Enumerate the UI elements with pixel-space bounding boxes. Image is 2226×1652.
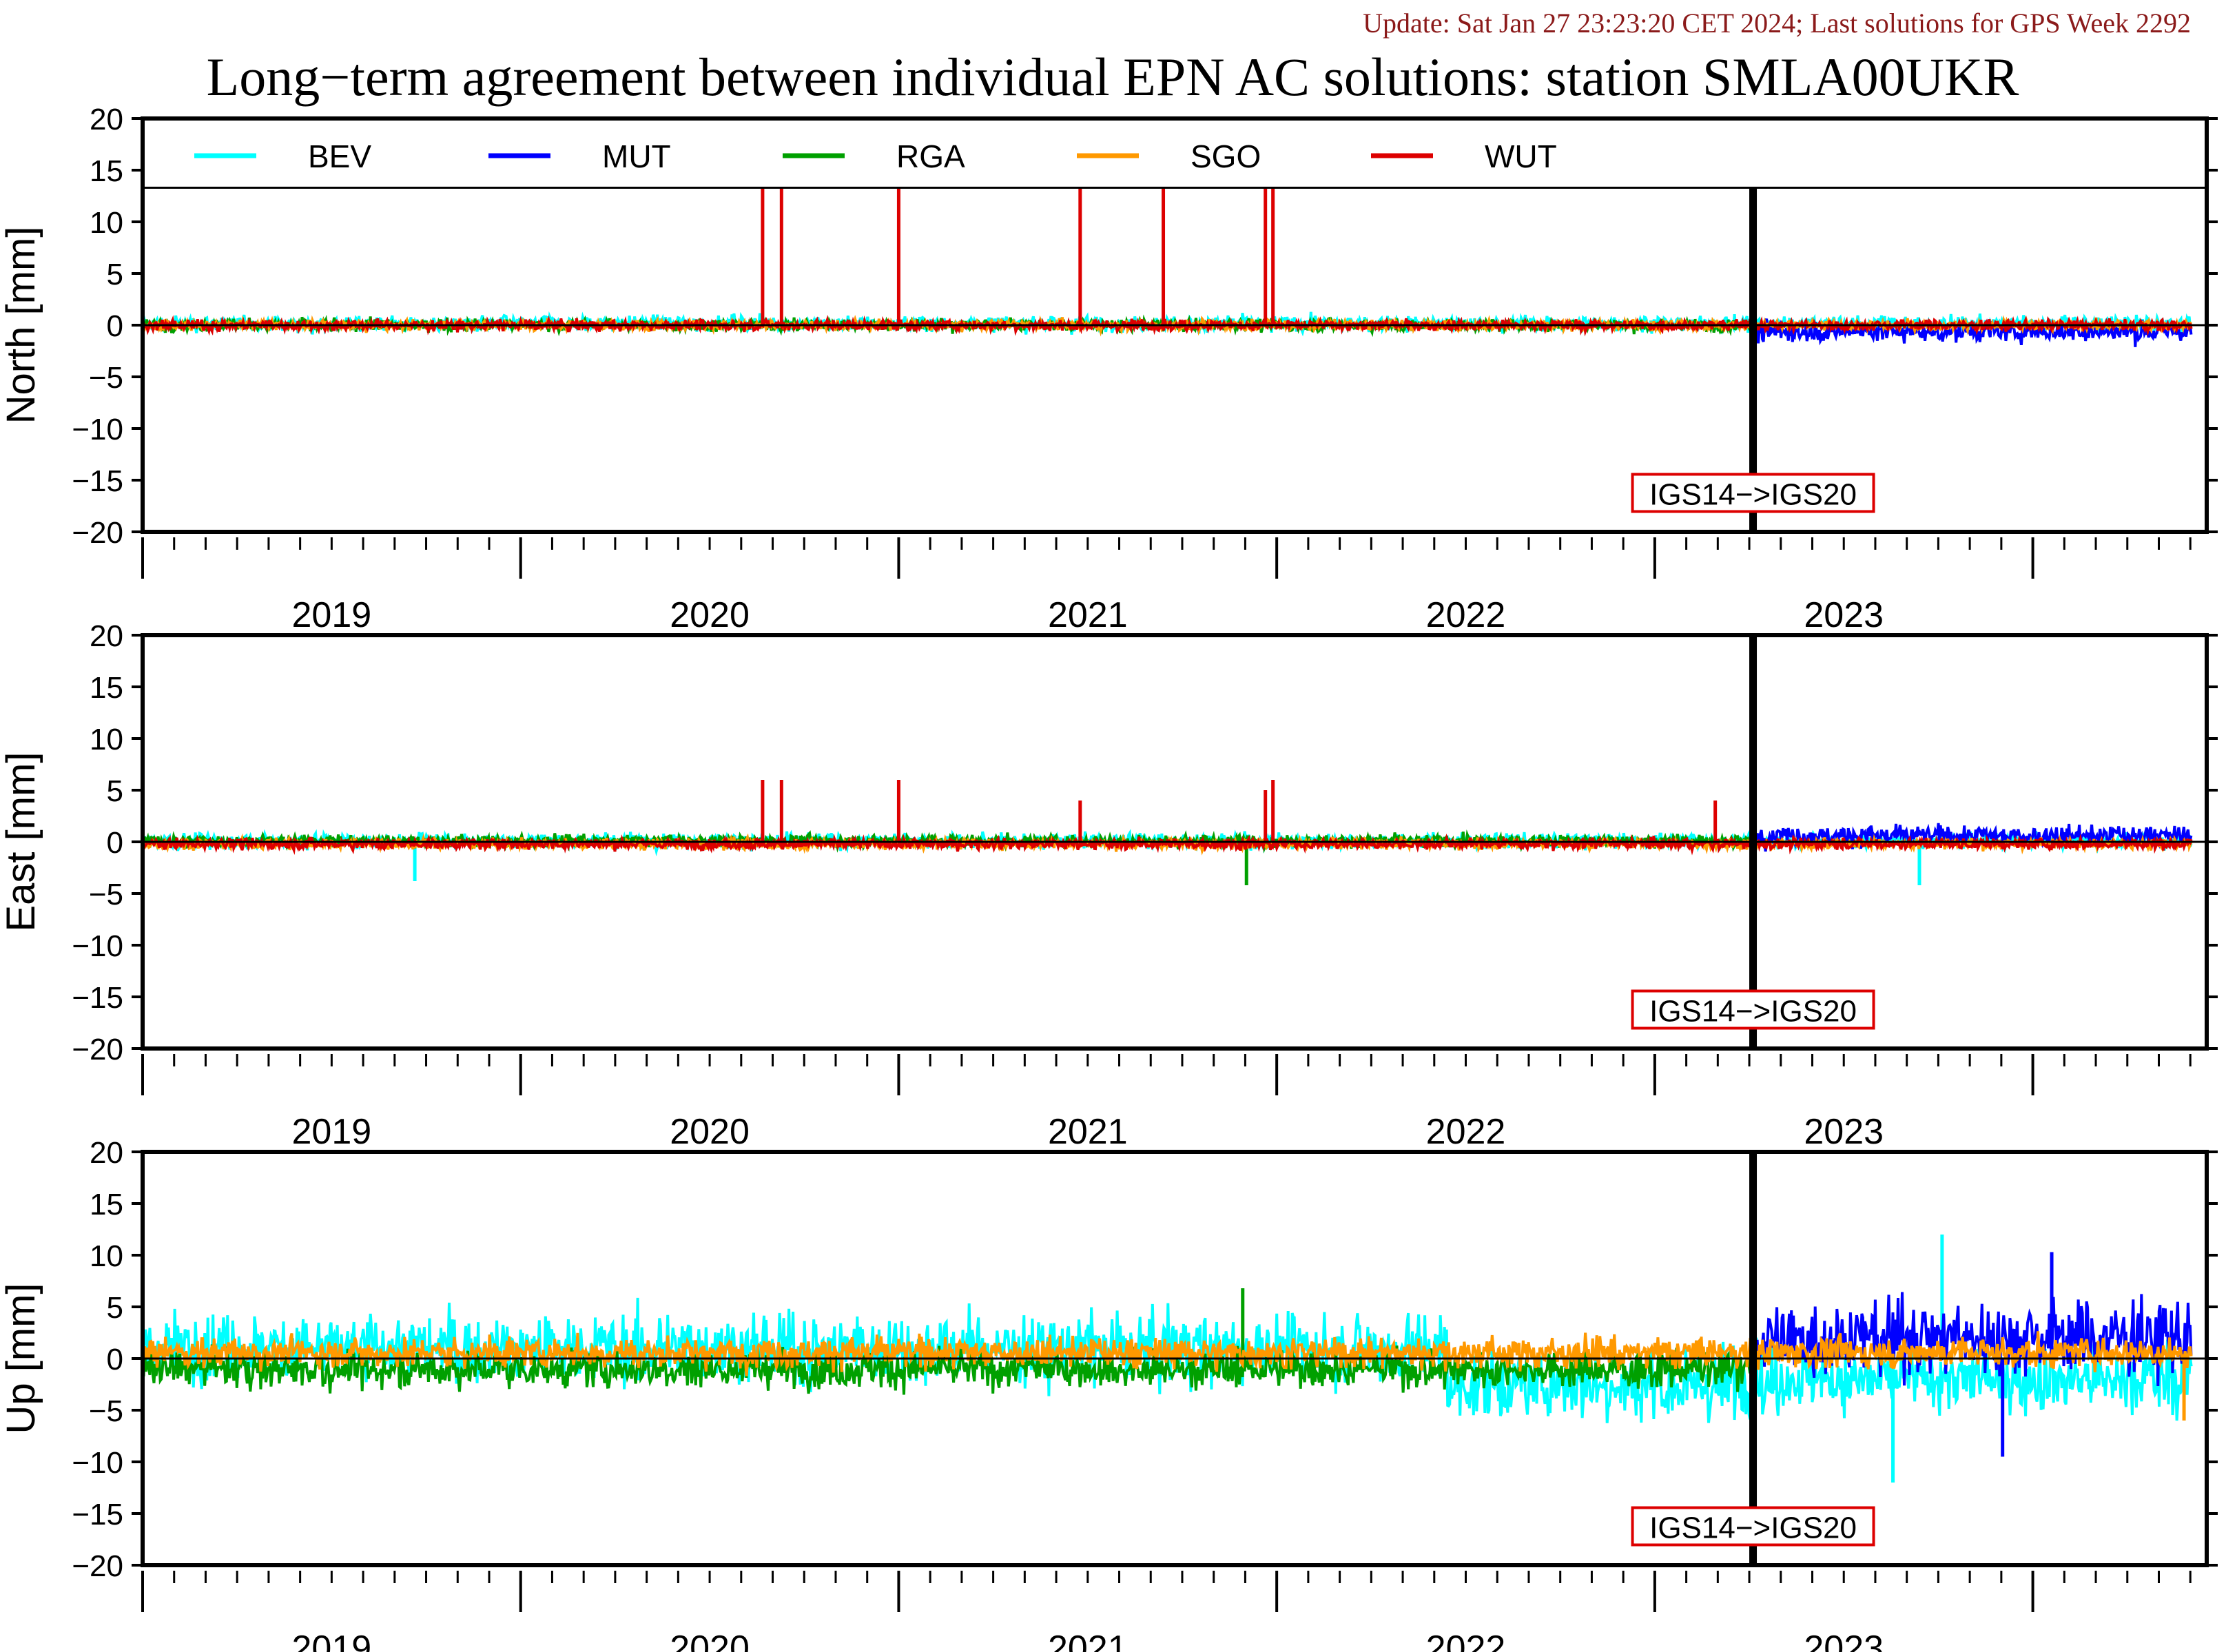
x-tick-label: 2023 <box>1804 1629 1884 1652</box>
x-tick-label: 2022 <box>1426 1112 1506 1152</box>
y-tick-label: 0 <box>107 309 123 343</box>
annotation-box <box>1631 989 1875 1030</box>
x-tick-label: 2023 <box>1804 1112 1884 1152</box>
x-tick-label: 2019 <box>292 1112 372 1152</box>
y-tick-label: 0 <box>107 826 123 860</box>
y-tick-label: −15 <box>72 1498 123 1531</box>
y-tick-label: 10 <box>90 723 123 756</box>
annotation-label: IGS14−>IGS20 <box>1649 478 1857 512</box>
y-tick-label: −5 <box>89 1394 123 1428</box>
y-tick-label: 0 <box>107 1343 123 1376</box>
legend-label-mut: MUT <box>602 138 671 174</box>
y-tick-label: −15 <box>72 464 123 498</box>
y-tick-label: 15 <box>90 154 123 188</box>
y-tick-label: 20 <box>90 1136 123 1170</box>
x-tick-label: 2022 <box>1426 1629 1506 1652</box>
legend-box <box>143 118 2207 188</box>
series-line-wut <box>142 833 2193 856</box>
y-axis-label: East [mm] <box>0 752 43 931</box>
annotation-box <box>1631 1506 1875 1547</box>
x-tick-label: 2020 <box>670 1112 750 1152</box>
y-axis-label: Up [mm] <box>0 1283 43 1434</box>
y-tick-label: −20 <box>72 516 123 550</box>
panel-east: IGS14−>IGS20 20 15 10 5 0 −5 −10 −15 −20 East [mm]… <box>0 619 2218 1152</box>
y-axis-label: North [mm] <box>0 227 43 424</box>
chart-title: Long−term agreement between individual E… <box>207 47 2019 107</box>
annotation-label: IGS14−>IGS20 <box>1649 1511 1857 1545</box>
series-mut <box>1751 317 2193 347</box>
update-timestamp: Update: Sat Jan 27 23:23:20 CET 2024; La… <box>1363 8 2191 39</box>
y-tick-label: 20 <box>90 619 123 653</box>
y-tick-label: −15 <box>72 981 123 1015</box>
legend-label-rga: RGA <box>896 138 965 174</box>
x-tick-label: 2019 <box>292 1629 372 1652</box>
x-tick-label: 2021 <box>1048 1629 1128 1652</box>
legend-label-wut: WUT <box>1485 138 1557 174</box>
y-tick-label: 15 <box>90 671 123 705</box>
x-tick-label: 2019 <box>292 595 372 635</box>
y-tick-label: 5 <box>107 258 123 291</box>
y-tick-label: −20 <box>72 1549 123 1583</box>
y-tick-label: 5 <box>107 1291 123 1325</box>
y-tick-label: 5 <box>107 774 123 808</box>
series-line-mut <box>1752 823 2193 852</box>
series-line-mut <box>1751 317 2193 347</box>
x-tick-label: 2020 <box>670 1629 750 1652</box>
y-tick-label: −5 <box>89 878 123 911</box>
y-tick-label: −5 <box>89 361 123 395</box>
x-tick-label: 2021 <box>1048 1112 1128 1152</box>
panel-north: BEV MUT RGA SGO WUT IGS14−>IGS20 20 15 10 5 0 −5 −10… <box>0 103 2218 635</box>
series-mut <box>1752 823 2193 852</box>
y-tick-label: 20 <box>90 103 123 136</box>
annotation-box <box>1631 473 1875 513</box>
x-tick-label: 2022 <box>1426 595 1506 635</box>
annotation-label: IGS14−>IGS20 <box>1649 995 1857 1029</box>
legend-label-sgo: SGO <box>1191 138 1261 174</box>
series-line-mut <box>1751 1292 2193 1387</box>
legend-label-bev: BEV <box>308 138 371 174</box>
y-tick-label: −10 <box>72 1446 123 1480</box>
x-tick-label: 2020 <box>670 595 750 635</box>
y-tick-label: 10 <box>90 1239 123 1273</box>
y-tick-label: −10 <box>72 929 123 963</box>
y-tick-label: 15 <box>90 1188 123 1221</box>
y-tick-label: 10 <box>90 206 123 240</box>
y-tick-label: −20 <box>72 1033 123 1066</box>
x-tick-label: 2023 <box>1804 595 1884 635</box>
y-tick-label: −10 <box>72 413 123 446</box>
series-mut <box>1751 1252 2193 1457</box>
x-tick-label: 2021 <box>1048 595 1128 635</box>
panel-up: IGS14−>IGS20 20 15 10 5 0 −5 −10 −15 −20 Up [mm] 20… <box>0 1136 2218 1652</box>
series-wut <box>142 780 2193 856</box>
